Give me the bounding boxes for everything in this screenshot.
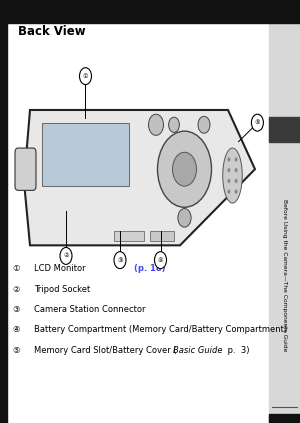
- Text: Memory Card Slot/Battery Cover (: Memory Card Slot/Battery Cover (: [34, 346, 177, 354]
- Circle shape: [251, 114, 263, 131]
- Bar: [268, 23, 300, 423]
- Circle shape: [227, 179, 230, 183]
- Text: ①: ①: [83, 74, 88, 79]
- Circle shape: [198, 116, 210, 133]
- Polygon shape: [24, 110, 255, 245]
- Text: ②: ②: [63, 253, 69, 258]
- Text: Before Using the Camera—The Components Guide: Before Using the Camera—The Components G…: [282, 199, 287, 351]
- Bar: [268, 414, 300, 423]
- Text: ⑤: ⑤: [12, 346, 20, 354]
- Circle shape: [227, 168, 230, 172]
- Text: ④: ④: [12, 325, 20, 334]
- Circle shape: [178, 209, 191, 227]
- Circle shape: [169, 117, 179, 132]
- FancyBboxPatch shape: [15, 148, 36, 190]
- Bar: [0, 0, 300, 23]
- Text: Battery Compartment (Memory Card/Battery Compartment): Battery Compartment (Memory Card/Battery…: [34, 325, 288, 334]
- Text: ②: ②: [12, 285, 20, 294]
- Text: LCD Monitor: LCD Monitor: [34, 264, 89, 273]
- Bar: [0, 23, 7, 423]
- Ellipse shape: [223, 148, 242, 203]
- Circle shape: [235, 179, 238, 183]
- Text: ⑤: ⑤: [255, 120, 260, 125]
- Circle shape: [154, 252, 166, 269]
- Text: ④: ④: [158, 258, 163, 263]
- Text: Back View: Back View: [18, 25, 86, 38]
- Text: (p. 18): (p. 18): [134, 264, 165, 273]
- Circle shape: [80, 68, 92, 85]
- Circle shape: [172, 152, 197, 186]
- Text: Camera Station Connector: Camera Station Connector: [34, 305, 146, 314]
- Text: ③: ③: [12, 305, 20, 314]
- Circle shape: [148, 114, 164, 135]
- Circle shape: [235, 190, 238, 194]
- Text: Tripod Socket: Tripod Socket: [34, 285, 91, 294]
- Text: ③: ③: [117, 258, 123, 263]
- Circle shape: [60, 247, 72, 264]
- Circle shape: [227, 190, 230, 194]
- Text: ①: ①: [12, 264, 20, 273]
- Bar: [150, 231, 174, 241]
- Bar: [268, 117, 300, 142]
- Text: p.  3): p. 3): [225, 346, 250, 354]
- Circle shape: [227, 157, 230, 162]
- Circle shape: [235, 168, 238, 172]
- Bar: [114, 231, 144, 241]
- Text: Basic Guide: Basic Guide: [172, 346, 222, 354]
- Circle shape: [114, 252, 126, 269]
- Circle shape: [158, 131, 211, 207]
- Polygon shape: [42, 123, 129, 186]
- Circle shape: [235, 157, 238, 162]
